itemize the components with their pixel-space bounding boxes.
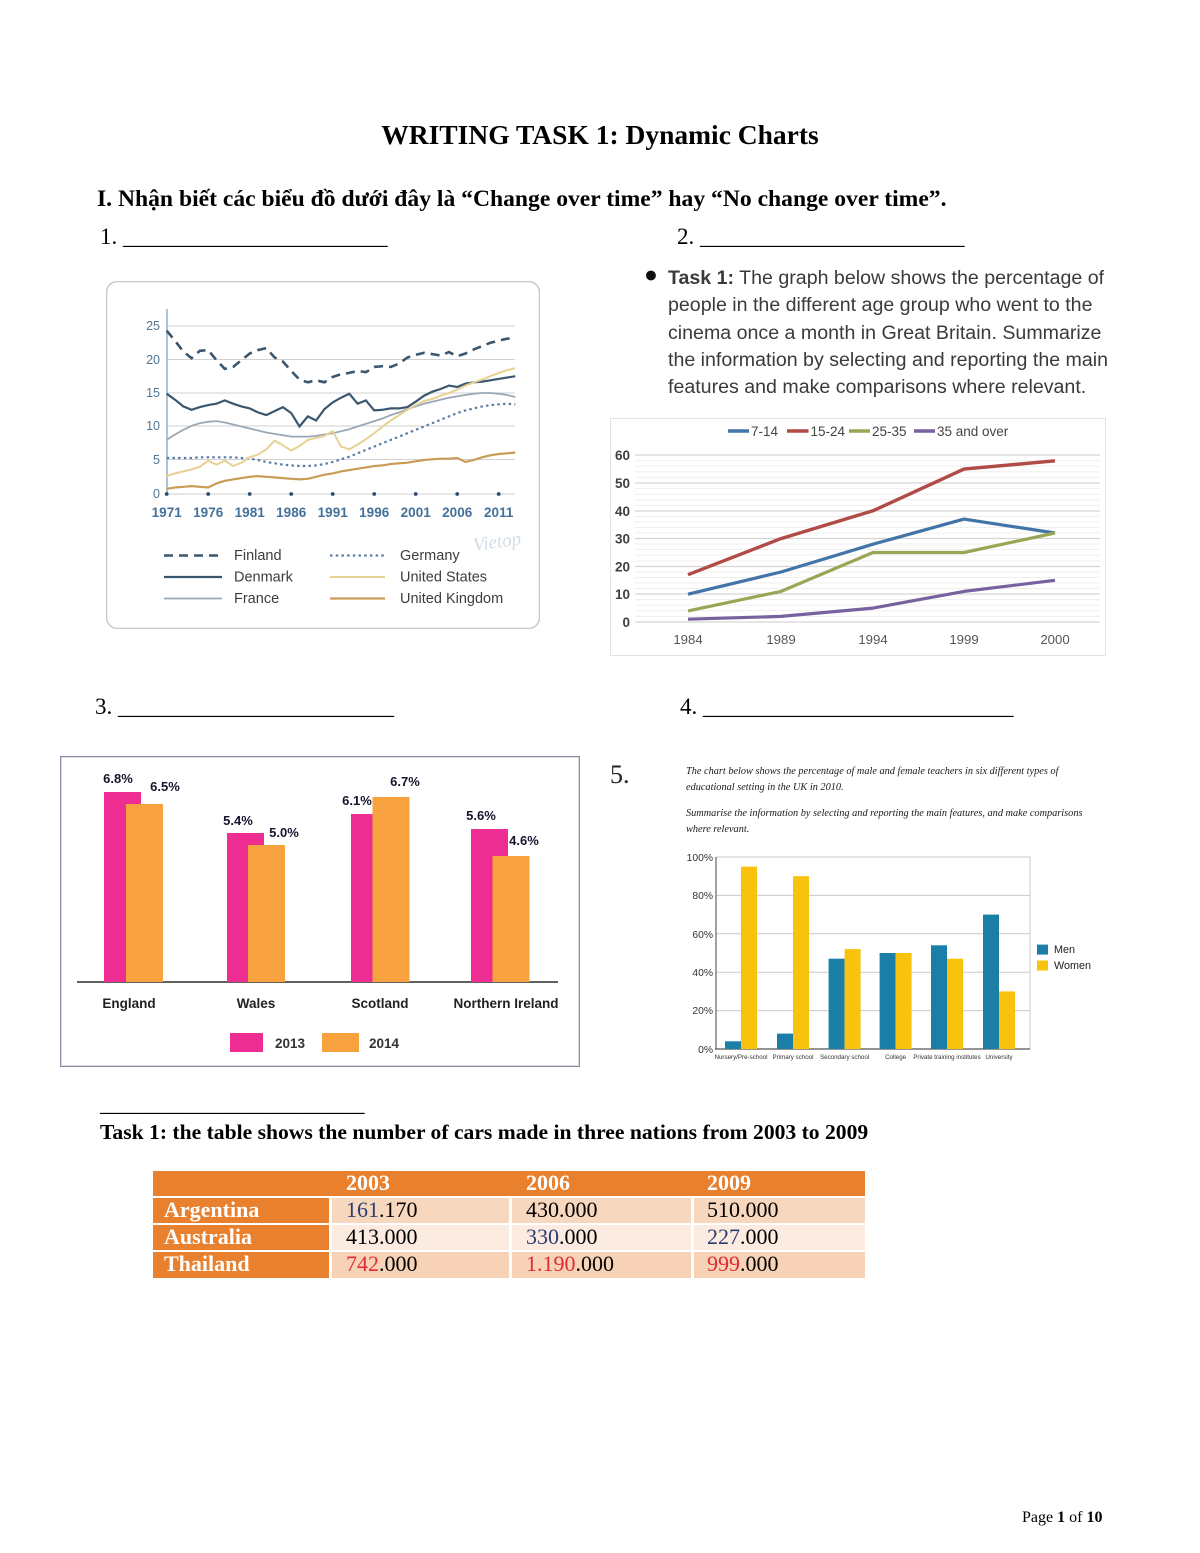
svg-text:2001: 2001 bbox=[401, 505, 432, 520]
svg-text:2013: 2013 bbox=[275, 1036, 306, 1051]
svg-text:Wales: Wales bbox=[237, 996, 276, 1011]
svg-text:6.8%: 6.8% bbox=[103, 771, 133, 786]
svg-text:40%: 40% bbox=[692, 968, 713, 979]
svg-text:Nursery/Pre-school: Nursery/Pre-school bbox=[715, 1054, 768, 1061]
svg-text:30: 30 bbox=[615, 532, 630, 547]
svg-text:Denmark: Denmark bbox=[234, 570, 294, 586]
svg-text:0: 0 bbox=[153, 487, 160, 501]
svg-text:5: 5 bbox=[153, 453, 160, 467]
svg-text:10: 10 bbox=[615, 587, 630, 602]
svg-text:6.1%: 6.1% bbox=[342, 793, 372, 808]
svg-text:Secondary school: Secondary school bbox=[820, 1054, 869, 1061]
svg-text:2011: 2011 bbox=[484, 505, 514, 520]
svg-text:1994: 1994 bbox=[858, 632, 887, 647]
svg-text:2014: 2014 bbox=[369, 1036, 400, 1051]
svg-text:2006: 2006 bbox=[442, 505, 473, 520]
svg-text:6.7%: 6.7% bbox=[390, 774, 420, 789]
svg-text:25-35: 25-35 bbox=[872, 424, 907, 439]
svg-text:60%: 60% bbox=[692, 930, 713, 941]
svg-text:Women: Women bbox=[1054, 960, 1091, 972]
svg-text:1976: 1976 bbox=[193, 505, 224, 520]
svg-text:5.6%: 5.6% bbox=[466, 808, 496, 823]
svg-text:Finland: Finland bbox=[234, 548, 282, 564]
svg-text:College: College bbox=[885, 1054, 907, 1061]
svg-text:5.0%: 5.0% bbox=[269, 825, 299, 840]
svg-text:35 and over: 35 and over bbox=[937, 424, 1009, 439]
svg-text:1989: 1989 bbox=[766, 632, 795, 647]
svg-text:France: France bbox=[234, 591, 279, 607]
svg-text:4.6%: 4.6% bbox=[509, 833, 539, 848]
svg-text:Men: Men bbox=[1054, 944, 1075, 956]
svg-text:1986: 1986 bbox=[276, 505, 307, 520]
svg-text:5.4%: 5.4% bbox=[223, 813, 253, 828]
svg-text:1981: 1981 bbox=[235, 505, 266, 520]
svg-text:20: 20 bbox=[615, 560, 630, 575]
svg-text:1991: 1991 bbox=[318, 505, 349, 520]
svg-text:1999: 1999 bbox=[949, 632, 978, 647]
svg-text:England: England bbox=[102, 996, 155, 1011]
svg-text:Germany: Germany bbox=[400, 548, 460, 564]
svg-text:20%: 20% bbox=[692, 1006, 713, 1017]
svg-text:United States: United States bbox=[400, 570, 487, 586]
svg-text:60: 60 bbox=[615, 448, 630, 463]
svg-text:2000: 2000 bbox=[1040, 632, 1069, 647]
svg-text:40: 40 bbox=[615, 504, 630, 519]
svg-text:United Kingdom: United Kingdom bbox=[400, 591, 503, 607]
svg-text:15-24: 15-24 bbox=[811, 424, 846, 439]
svg-text:80%: 80% bbox=[692, 891, 713, 902]
svg-text:7-14: 7-14 bbox=[751, 424, 779, 439]
svg-text:Primary school: Primary school bbox=[773, 1054, 814, 1061]
svg-text:University: University bbox=[985, 1054, 1013, 1061]
svg-text:50: 50 bbox=[615, 476, 630, 491]
svg-text:100%: 100% bbox=[687, 853, 713, 864]
svg-text:15: 15 bbox=[146, 386, 160, 400]
svg-text:0: 0 bbox=[622, 615, 630, 630]
svg-text:1971: 1971 bbox=[152, 505, 183, 520]
svg-text:6.5%: 6.5% bbox=[150, 779, 180, 794]
svg-text:1984: 1984 bbox=[673, 632, 702, 647]
svg-text:0%: 0% bbox=[698, 1045, 713, 1056]
svg-text:Private training institutes: Private training institutes bbox=[913, 1054, 980, 1061]
svg-text:1996: 1996 bbox=[359, 505, 390, 520]
svg-text:20: 20 bbox=[146, 353, 160, 367]
svg-text:10: 10 bbox=[146, 419, 160, 433]
svg-text:Scotland: Scotland bbox=[351, 996, 408, 1011]
svg-text:25: 25 bbox=[146, 319, 160, 333]
svg-text:Northern Ireland: Northern Ireland bbox=[453, 996, 558, 1011]
